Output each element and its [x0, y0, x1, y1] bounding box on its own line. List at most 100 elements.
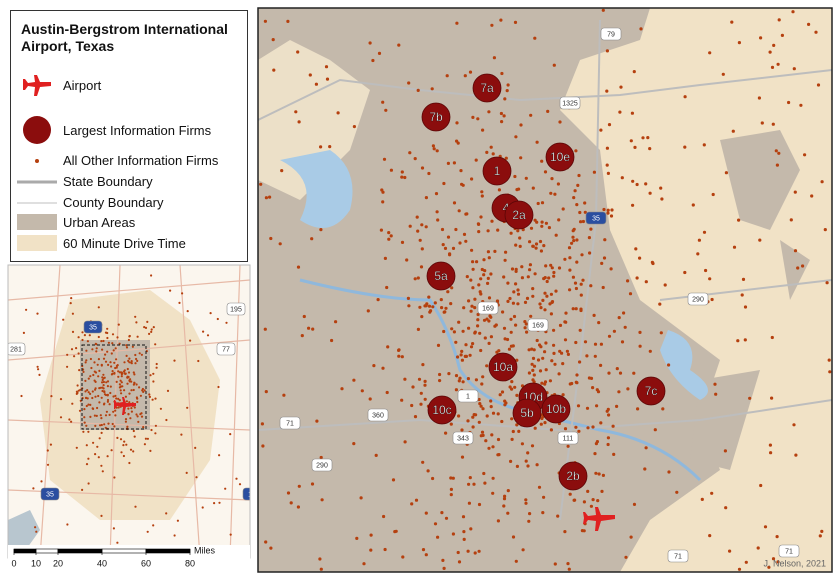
firm-dot: [514, 135, 518, 139]
inset-firm-dot: [124, 420, 127, 423]
firm-dot: [606, 407, 610, 411]
firm-dot: [493, 249, 497, 253]
firm-dot: [541, 356, 545, 360]
firm-dot: [696, 252, 700, 256]
firm-dot: [544, 264, 548, 268]
firm-dot: [544, 368, 548, 372]
inset-firm-dot: [106, 455, 109, 458]
firm-dot: [570, 241, 574, 245]
firm-dot: [417, 377, 422, 381]
firm-dot: [587, 236, 592, 240]
inset-firm-dot: [66, 353, 69, 356]
firm-dot: [495, 350, 499, 354]
firm-dot: [554, 233, 558, 237]
legend-row: Largest Information Firms: [11, 115, 211, 145]
firm-dot: [553, 362, 557, 366]
firm-dot: [385, 390, 389, 395]
firm-dot: [572, 239, 576, 243]
inset-firm-dot: [111, 342, 114, 345]
firm-dot: [517, 429, 521, 433]
firm-dot: [567, 567, 571, 571]
inset-firm-dot: [124, 418, 128, 421]
firm-dot: [629, 535, 633, 539]
inset-firm-dot: [105, 381, 108, 384]
firm-dot: [454, 340, 458, 344]
firm-dot: [483, 481, 487, 485]
inset-firm-dot: [100, 340, 103, 343]
shield: [600, 27, 622, 41]
firm-dot: [442, 181, 446, 186]
firm-dot: [528, 240, 532, 244]
firm-dot: [465, 212, 469, 216]
firm-dot: [372, 364, 376, 368]
shield: [477, 301, 499, 315]
firm-dot: [792, 423, 796, 427]
inset-firm-dots: [20, 274, 242, 544]
firm-dot: [540, 381, 544, 385]
inset-firm-dot: [71, 312, 74, 315]
shield-label: 343: [457, 435, 469, 442]
firm-dot: [264, 196, 268, 200]
inset-firm-dot: [95, 343, 98, 346]
firm-dot: [397, 348, 401, 352]
inset-firm-dot: [119, 389, 122, 392]
firm-dot: [457, 414, 461, 418]
firm-dot: [736, 339, 740, 343]
firm-dot: [540, 220, 544, 224]
firm-dot: [440, 510, 444, 515]
inset-firm-dot: [151, 398, 154, 401]
firm-dot: [296, 50, 300, 54]
firm-label: 7a: [480, 81, 494, 95]
inset-firm-dot: [100, 514, 103, 518]
firm-dot: [660, 197, 664, 201]
firm-dot: [593, 452, 597, 456]
inset-firm-dot: [150, 274, 153, 277]
firm-marker: [472, 73, 502, 103]
firm-dot: [583, 340, 588, 344]
firm-dot: [454, 388, 458, 392]
firm-dot: [503, 337, 507, 341]
firm-dot: [320, 498, 324, 502]
firm-dot: [576, 183, 580, 187]
firm-dot: [423, 383, 427, 387]
inset-firm-dot: [202, 330, 205, 333]
firm-dot: [401, 555, 405, 559]
firm-dot: [721, 72, 725, 76]
firm-dot: [643, 467, 647, 471]
inset-shields: 195 35 77 281 35 10: [8, 302, 250, 501]
inset-firm-dot: [87, 403, 90, 406]
firm-dot: [578, 328, 582, 332]
firm-dot: [818, 534, 822, 538]
inset-firm-dot: [104, 353, 107, 356]
inset-firm-dot: [106, 327, 109, 330]
firm-dot: [514, 323, 518, 327]
inset-firm-dot: [75, 446, 78, 449]
inset-firm-dot: [97, 306, 100, 309]
inset-firm-dot: [111, 370, 114, 373]
firm-dot: [612, 329, 617, 333]
firm-dot: [635, 276, 639, 280]
firm-dot: [446, 235, 451, 239]
firm-dot: [477, 549, 481, 553]
firm-dot: [515, 188, 519, 192]
firm-dot: [449, 476, 453, 480]
inset-firm-dot: [87, 391, 90, 394]
shield-label: 35: [592, 215, 600, 222]
inset-firm-dot: [102, 380, 105, 384]
road: [258, 19, 832, 521]
firm-dot: [524, 176, 528, 180]
inset-firm-dot: [180, 433, 183, 436]
firm-dot: [771, 122, 775, 126]
inset-firm-dot: [81, 488, 84, 491]
firm-dot: [271, 38, 275, 42]
firm-dot: [516, 302, 520, 306]
inset-firm-dot: [137, 420, 140, 423]
inset-firm-dot: [66, 365, 69, 368]
firm-dot: [615, 367, 619, 371]
firm-dot: [803, 153, 807, 157]
firm-dot: [593, 354, 597, 358]
inset-shield: [216, 342, 236, 356]
firm-dot: [268, 195, 272, 199]
firm-dot: [264, 390, 268, 394]
firm-dot: [567, 246, 572, 250]
